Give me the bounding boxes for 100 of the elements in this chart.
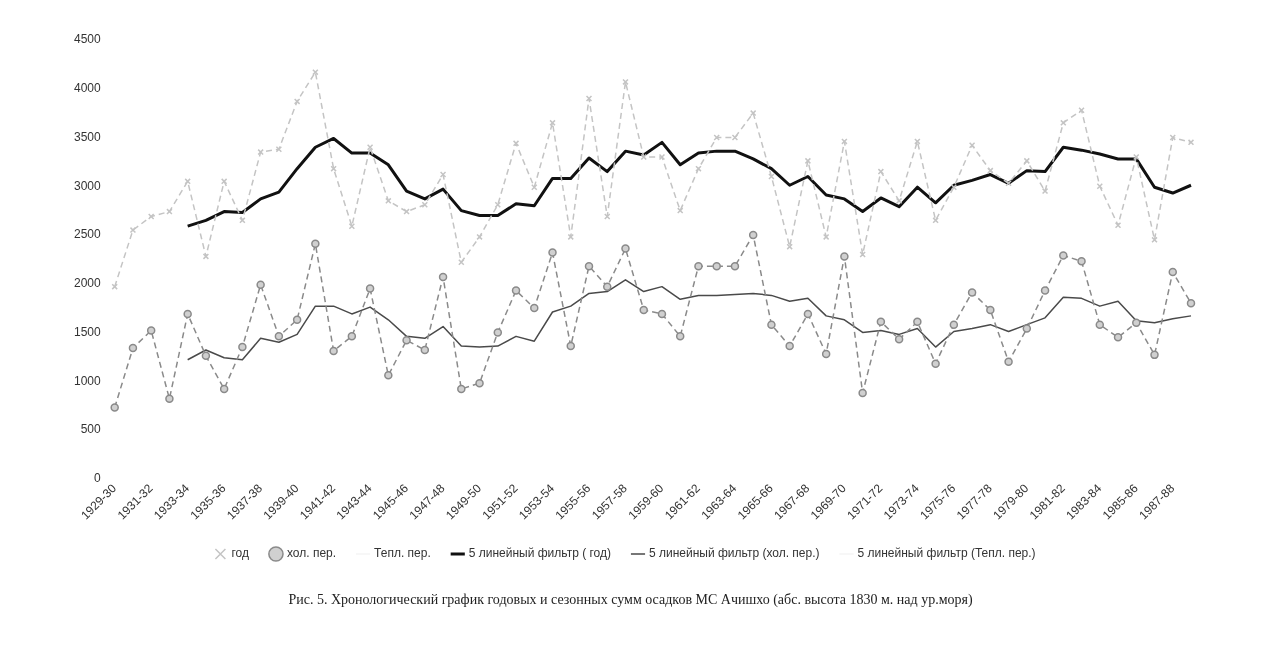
point bbox=[329, 346, 338, 356]
point bbox=[1113, 333, 1123, 342]
point bbox=[1077, 257, 1086, 266]
point bbox=[165, 394, 174, 403]
point bbox=[566, 341, 576, 351]
point bbox=[657, 309, 667, 319]
point bbox=[531, 183, 538, 191]
point bbox=[967, 288, 977, 297]
point bbox=[621, 244, 630, 253]
y-tick-label: 0 bbox=[94, 470, 102, 485]
point bbox=[895, 197, 903, 205]
text: Рис. 5. Хронологический график годовых и сезонных сумм осадков МС Ачишхо (абс. высота 1830 м. над ур.моря) bbox=[287, 592, 974, 608]
y-tick-label: 1500 bbox=[73, 324, 102, 339]
point bbox=[256, 280, 265, 289]
point bbox=[238, 342, 247, 352]
legend-label: 5 линейный фильтр (Тепл. пер.) bbox=[857, 546, 1036, 561]
point bbox=[1186, 298, 1196, 308]
point bbox=[311, 239, 320, 248]
legend-label: год bbox=[231, 546, 249, 561]
point bbox=[1168, 267, 1178, 277]
point bbox=[768, 173, 775, 180]
point bbox=[1132, 318, 1141, 327]
point bbox=[858, 388, 867, 398]
point bbox=[1150, 350, 1159, 360]
point bbox=[384, 371, 393, 380]
y-tick-label: 2000 bbox=[73, 276, 102, 291]
point bbox=[201, 351, 211, 361]
point bbox=[840, 252, 849, 261]
point bbox=[1059, 251, 1068, 260]
point bbox=[602, 282, 612, 291]
point bbox=[1096, 183, 1104, 190]
point bbox=[950, 183, 958, 191]
point bbox=[219, 384, 229, 394]
point bbox=[184, 178, 191, 185]
point bbox=[438, 272, 448, 282]
point bbox=[987, 167, 994, 174]
point bbox=[348, 222, 356, 230]
point bbox=[1040, 286, 1050, 295]
point bbox=[1022, 324, 1032, 333]
point bbox=[129, 226, 137, 234]
point bbox=[402, 336, 411, 345]
point bbox=[183, 309, 192, 319]
point bbox=[457, 384, 466, 394]
point bbox=[932, 217, 939, 224]
legend-label: 5 линейный фильтр (хол. пер.) bbox=[649, 546, 820, 561]
point bbox=[841, 138, 848, 145]
point bbox=[803, 309, 813, 319]
point bbox=[785, 341, 794, 351]
point bbox=[292, 315, 302, 325]
point bbox=[986, 305, 995, 315]
y-tick-label: 4500 bbox=[73, 32, 102, 47]
point bbox=[365, 284, 375, 293]
point bbox=[675, 332, 685, 341]
legend-label: Тепл. пер. bbox=[374, 546, 431, 561]
point bbox=[876, 317, 886, 326]
point bbox=[166, 208, 173, 215]
point bbox=[949, 320, 959, 329]
legend-label: хол. пер. bbox=[286, 546, 337, 561]
point bbox=[1023, 157, 1031, 165]
point bbox=[347, 332, 357, 341]
point bbox=[458, 259, 465, 266]
point bbox=[1095, 320, 1105, 329]
y-tick-label: 3000 bbox=[73, 178, 102, 193]
point bbox=[128, 343, 138, 353]
point bbox=[274, 332, 284, 341]
point bbox=[275, 145, 283, 153]
y-tick-label: 2500 bbox=[73, 227, 102, 242]
point bbox=[658, 153, 666, 161]
point bbox=[730, 261, 740, 271]
point bbox=[494, 201, 502, 208]
point bbox=[1004, 357, 1013, 366]
point bbox=[767, 320, 776, 329]
point bbox=[511, 286, 521, 295]
point bbox=[712, 261, 721, 271]
point bbox=[493, 328, 503, 337]
y-tick-label: 3500 bbox=[73, 129, 102, 144]
point bbox=[894, 335, 904, 344]
legend-label: 5 линейный фильтр ( год) bbox=[468, 546, 612, 561]
point bbox=[548, 248, 557, 257]
point bbox=[239, 217, 246, 224]
point bbox=[110, 403, 119, 412]
y-tick-label: 1000 bbox=[73, 373, 102, 388]
y-tick-label: 500 bbox=[80, 422, 102, 437]
point bbox=[931, 359, 940, 368]
point bbox=[639, 305, 648, 315]
y-tick-label: 4000 bbox=[73, 81, 102, 96]
point bbox=[804, 157, 812, 165]
point bbox=[786, 243, 793, 250]
point bbox=[694, 261, 703, 271]
point bbox=[913, 317, 922, 326]
point bbox=[748, 230, 758, 240]
point bbox=[403, 208, 410, 215]
point bbox=[530, 303, 539, 313]
point bbox=[914, 138, 921, 145]
point bbox=[146, 326, 156, 335]
point bbox=[821, 349, 831, 359]
point bbox=[420, 345, 430, 355]
point bbox=[475, 378, 484, 388]
point bbox=[1041, 187, 1049, 195]
point bbox=[584, 261, 594, 271]
